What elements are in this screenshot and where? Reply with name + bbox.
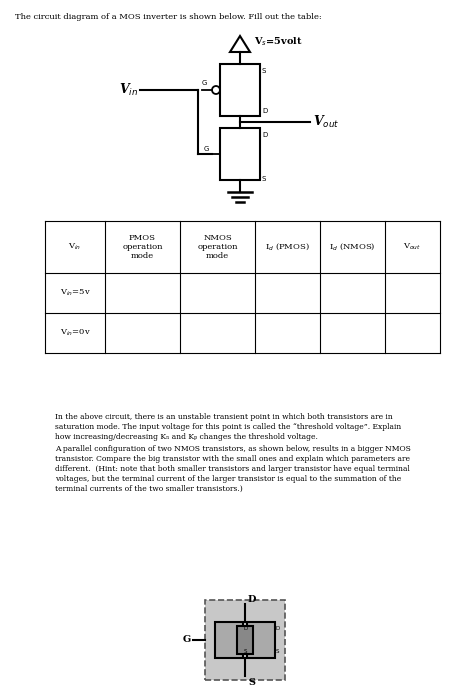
Text: In the above circuit, there is an unstable transient point in which both transis: In the above circuit, there is an unstab…: [55, 413, 393, 421]
Bar: [205, 600, 285, 680]
Text: I$_d$ (PMOS): I$_d$ (PMOS): [265, 241, 310, 253]
Text: S: S: [276, 649, 280, 654]
Text: how increasing/decreasing Kₙ and Kₚ changes the threshold voltage.: how increasing/decreasing Kₙ and Kₚ chan…: [55, 433, 318, 441]
Text: V$_s$=5volt: V$_s$=5volt: [254, 36, 303, 48]
Text: V$_{out}$: V$_{out}$: [313, 114, 340, 130]
Text: NMOS
operation
mode: NMOS operation mode: [197, 234, 238, 260]
Text: V$_{in}$=0v: V$_{in}$=0v: [60, 328, 91, 338]
Text: PMOS
operation
mode: PMOS operation mode: [122, 234, 163, 260]
Text: D: D: [244, 626, 248, 631]
Text: V$_{out}$: V$_{out}$: [403, 241, 422, 252]
Text: D: D: [276, 626, 280, 631]
Text: voltages, but the terminal current of the larger transistor is equal to the summ: voltages, but the terminal current of th…: [55, 475, 401, 483]
Text: G: G: [183, 636, 191, 644]
Bar: [237, 626, 253, 654]
Text: different.  (Hint: note that both smaller transistors and larger transistor have: different. (Hint: note that both smaller…: [55, 466, 410, 473]
Text: The circuit diagram of a MOS inverter is shown below. Fill out the table:: The circuit diagram of a MOS inverter is…: [15, 13, 322, 21]
Polygon shape: [230, 36, 250, 52]
Text: D: D: [262, 108, 267, 114]
Text: D: D: [248, 594, 257, 603]
Text: A parallel configuration of two NMOS transistors, as shown below, results in a b: A parallel configuration of two NMOS tra…: [55, 445, 411, 453]
Bar: [220, 128, 260, 180]
Text: transistor. Compare the big transistor with the small ones and explain which par: transistor. Compare the big transistor w…: [55, 455, 410, 463]
Bar: [247, 622, 275, 658]
Text: V$_{in}$: V$_{in}$: [119, 82, 138, 98]
Text: terminal currents of the two smaller transistors.): terminal currents of the two smaller tra…: [55, 485, 243, 494]
Bar: [220, 64, 260, 116]
Text: saturation mode. The input voltage for this point is called the “threshold volta: saturation mode. The input voltage for t…: [55, 423, 401, 431]
Text: V$_{in}$: V$_{in}$: [68, 241, 82, 252]
Text: G: G: [202, 80, 207, 86]
Text: S: S: [262, 68, 266, 74]
Text: I$_d$ (NMOS): I$_d$ (NMOS): [329, 241, 376, 253]
Text: S: S: [248, 678, 255, 687]
Text: V$_{in}$=5v: V$_{in}$=5v: [60, 288, 91, 298]
Text: S: S: [244, 649, 248, 654]
Bar: [215, 622, 243, 658]
Text: G: G: [204, 146, 209, 152]
Text: S: S: [262, 176, 266, 182]
Text: D: D: [262, 132, 267, 138]
